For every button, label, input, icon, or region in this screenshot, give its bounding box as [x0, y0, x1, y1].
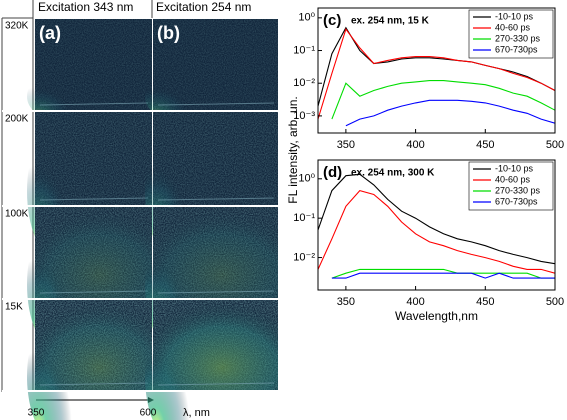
annotation: ex. 254 nm, 15 K [351, 16, 430, 27]
plot-lines [318, 173, 555, 279]
emission-glow [145, 73, 201, 120]
axis-label: λ, nm [183, 407, 210, 419]
legend-label: 670-730ps [495, 44, 538, 54]
series-line [318, 28, 555, 120]
y-tick-label: 10⁰ [298, 173, 315, 185]
axis-start: 350 [28, 408, 45, 419]
baseline [157, 290, 275, 294]
legend-label: -10-10 ps [495, 11, 534, 21]
legend-label: -10-10 ps [495, 163, 534, 173]
plot-lines [318, 26, 555, 127]
legend-label: 40-60 ps [495, 22, 531, 32]
baseline [39, 382, 149, 386]
legend-label: 40-60 ps [495, 174, 531, 184]
emission-glow [27, 73, 83, 120]
legend-label: 270-330 ps [495, 185, 541, 195]
series-line [318, 189, 555, 274]
y-tick-label: 10⁻² [293, 77, 315, 89]
annotation: ex. 254 nm, 300 K [351, 168, 435, 179]
y-tick-label: 10⁰ [298, 12, 315, 24]
x-tick-label: 350 [337, 139, 355, 151]
column-header: Excitation 343 nm [38, 0, 133, 14]
series-line [345, 99, 555, 127]
baseline [39, 290, 149, 294]
row-label: 100K [5, 209, 29, 220]
series-line [318, 26, 555, 107]
baseline [39, 102, 149, 106]
series-line [331, 80, 555, 120]
emission-broad [153, 207, 278, 298]
row-label: 320K [5, 21, 29, 32]
emission-broad [35, 207, 152, 298]
y-axis-label: FL intensity, arb. un. [286, 96, 300, 203]
column-header: Excitation 254 nm [156, 0, 251, 14]
y-tick-label: 10⁻³ [293, 110, 315, 122]
y-tick-label: 10⁻² [293, 251, 315, 263]
series-line [331, 268, 555, 279]
row-label: 15K [5, 302, 23, 313]
emission-broad [153, 300, 278, 390]
x-tick-label: 500 [546, 296, 564, 308]
x-axis-label: Wavelength,nm [395, 309, 478, 323]
axis-end: 600 [140, 408, 157, 419]
x-tick-label: 450 [476, 139, 494, 151]
x-tick-label: 450 [476, 296, 494, 308]
y-tick-label: 10⁻¹ [293, 212, 315, 224]
chart-title: (c) [323, 12, 341, 29]
baseline [157, 197, 275, 201]
chart-title: (d) [323, 164, 342, 181]
emission-broad [35, 300, 152, 390]
row-label: 200K [5, 114, 29, 125]
x-tick-label: 400 [406, 139, 424, 151]
baseline [39, 197, 149, 201]
baseline [157, 382, 275, 386]
series-line [331, 272, 555, 279]
plot-frame [317, 159, 556, 291]
x-tick-label: 400 [406, 296, 424, 308]
series-line [318, 173, 555, 265]
baseline [157, 102, 275, 106]
panel-tag: (a) [39, 23, 61, 43]
legend-label: 270-330 ps [495, 33, 541, 43]
legend-label: 670-730ps [495, 196, 538, 206]
x-tick-label: 350 [337, 296, 355, 308]
panel-tag: (b) [157, 23, 180, 43]
y-tick-label: 10⁻¹ [293, 44, 315, 56]
x-tick-label: 500 [546, 139, 564, 151]
plot-frame [317, 7, 556, 134]
